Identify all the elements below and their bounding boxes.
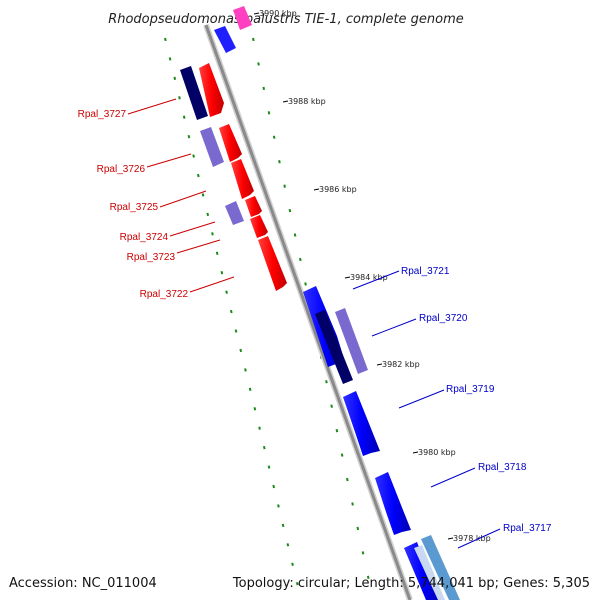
label-leader xyxy=(146,153,192,168)
label-leader xyxy=(430,467,476,488)
tick-mark xyxy=(253,12,260,15)
gc-dots-inner xyxy=(164,37,301,596)
gene-label-rpal-3727[interactable]: Rpal_3727 xyxy=(78,109,127,120)
gene-block xyxy=(404,542,440,600)
gene-block xyxy=(180,66,208,120)
label-leader xyxy=(352,270,400,290)
gene-label-rpal-3726[interactable]: Rpal_3726 xyxy=(97,164,146,175)
left-gene-labels: Rpal_3727 Rpal_3726 Rpal_3725 Rpal_3724 … xyxy=(78,98,235,300)
tick-label: 3986 kbp xyxy=(319,185,357,194)
gene-block xyxy=(214,26,236,53)
accession-text: Accession: NC_011004 xyxy=(9,576,157,591)
label-leader xyxy=(398,389,445,409)
tick-label: 3984 kbp xyxy=(350,273,388,282)
genome-summary-text: Topology: circular; Length: 5,744,041 bp… xyxy=(232,576,590,591)
gene-block xyxy=(225,201,244,225)
tick-label: 3980 kbp xyxy=(418,448,456,457)
label-leader xyxy=(159,190,207,208)
gene-block xyxy=(343,391,380,456)
gene-label-rpal-3724[interactable]: Rpal_3724 xyxy=(120,232,169,243)
label-leader xyxy=(176,239,221,254)
tick-mark xyxy=(376,363,383,366)
tick-label: 3990 kbp xyxy=(259,9,297,18)
tick-label: 3988 kbp xyxy=(288,97,326,106)
gene-label-rpal-3725[interactable]: Rpal_3725 xyxy=(110,202,159,213)
tick-mark xyxy=(282,100,289,103)
tick-label: 3978 kbp xyxy=(453,534,491,543)
gene-label-rpal-3721[interactable]: Rpal_3721 xyxy=(401,266,450,277)
gene-label-rpal-3720[interactable]: Rpal_3720 xyxy=(419,313,468,324)
tick-mark xyxy=(412,451,419,454)
map-title: Rhodopseudomonas palustris TIE-1, comple… xyxy=(108,12,464,27)
gene-block xyxy=(258,236,287,291)
scale-ticks: 3990 kbp 3988 kbp 3986 kbp 3984 kbp 3982… xyxy=(253,9,491,543)
gene-block xyxy=(414,545,445,600)
label-leader xyxy=(169,221,216,237)
tick-label: 3982 kbp xyxy=(382,360,420,369)
gene-label-rpal-3719[interactable]: Rpal_3719 xyxy=(446,384,495,395)
gene-label-rpal-3723[interactable]: Rpal_3723 xyxy=(127,252,176,263)
gene-block xyxy=(335,308,368,374)
tick-mark xyxy=(447,537,454,540)
gene-label-rpal-3717[interactable]: Rpal_3717 xyxy=(503,523,552,534)
gene-block xyxy=(219,124,242,162)
label-leader xyxy=(457,528,501,549)
gene-block xyxy=(421,535,460,600)
gene-block xyxy=(250,215,268,238)
right-gene-labels: Rpal_3721 Rpal_3720 Rpal_3719 Rpal_3718 … xyxy=(352,266,552,549)
gene-block xyxy=(233,6,252,30)
gene-block xyxy=(375,472,411,535)
tick-mark xyxy=(344,276,351,279)
tick-mark xyxy=(313,188,320,191)
gene-label-rpal-3722[interactable]: Rpal_3722 xyxy=(140,289,189,300)
label-leader xyxy=(189,276,235,293)
label-leader xyxy=(127,98,177,115)
backbone xyxy=(204,24,412,600)
label-leader xyxy=(371,318,417,337)
gene-block xyxy=(199,63,224,117)
gene-block xyxy=(315,310,353,384)
gene-block xyxy=(200,127,224,167)
gene-block xyxy=(245,196,262,217)
gene-label-rpal-3718[interactable]: Rpal_3718 xyxy=(478,462,527,473)
gene-block xyxy=(231,159,254,199)
